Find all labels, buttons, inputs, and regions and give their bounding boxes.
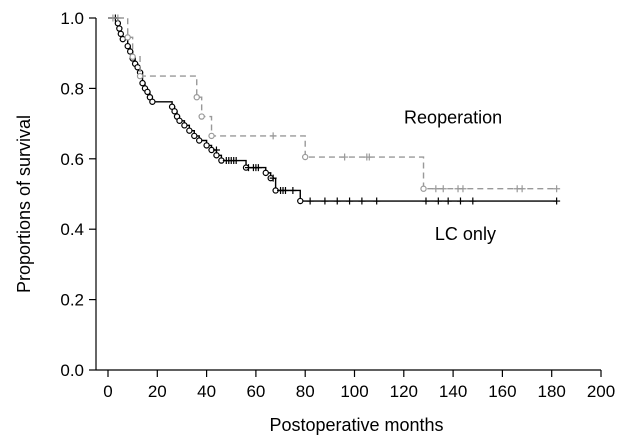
x-tick-label: 80 xyxy=(296,382,315,401)
y-tick-label: 0.4 xyxy=(60,220,84,239)
x-tick-label: 120 xyxy=(390,382,418,401)
event-marker xyxy=(262,169,269,177)
censor-mark xyxy=(439,185,447,193)
censor-mark xyxy=(365,153,373,161)
censor-mark xyxy=(553,185,561,193)
event-marker xyxy=(203,142,210,149)
censor-mark xyxy=(553,197,561,205)
censor-mark xyxy=(456,197,464,205)
x-tick-label: 60 xyxy=(246,382,265,401)
y-tick-label: 0.2 xyxy=(60,291,84,310)
censor-mark xyxy=(358,197,366,205)
x-tick-label: 100 xyxy=(340,382,368,401)
event-marker xyxy=(193,93,200,101)
censor-mark xyxy=(346,197,354,205)
censor-mark xyxy=(232,157,240,165)
censor-mark xyxy=(422,197,430,205)
censor-mark xyxy=(459,185,467,193)
event-marker xyxy=(176,117,183,124)
x-tick-label: 200 xyxy=(587,382,615,401)
y-tick-label: 1.0 xyxy=(60,9,84,28)
censor-mark xyxy=(518,185,526,193)
censor-mark xyxy=(114,14,122,22)
y-axis-ticks: 0.0 0.2 0.4 0.6 0.8 1.0 xyxy=(60,9,96,380)
axes: 0 20 40 60 80 100 120 140 160 180 200 0.0 0.2 0.4 0.6… xyxy=(60,9,615,401)
event-marker xyxy=(191,132,198,140)
event-marker xyxy=(139,79,146,87)
censor-mark xyxy=(281,186,289,194)
censor-mark xyxy=(373,197,381,205)
event-marker xyxy=(136,72,144,80)
censor-mark xyxy=(469,197,477,205)
event-marker xyxy=(208,132,215,140)
censor-mark xyxy=(333,197,341,205)
censor-mark xyxy=(212,146,220,154)
x-tick-label: 160 xyxy=(488,382,516,401)
y-tick-label: 0.0 xyxy=(60,361,84,380)
x-tick-label: 180 xyxy=(538,382,566,401)
x-tick-label: 0 xyxy=(103,382,112,401)
x-axis-ticks: 0 20 40 60 80 100 120 140 160 180 200 xyxy=(103,370,615,401)
x-axis-title: Postoperative months xyxy=(269,415,443,435)
event-marker xyxy=(116,25,123,32)
event-marker xyxy=(126,48,134,55)
y-axis-title: Proportions of survival xyxy=(14,115,34,293)
series-label-lc-only: LC only xyxy=(435,224,496,244)
x-tick-label: 20 xyxy=(148,382,167,401)
censor-mark xyxy=(444,197,452,205)
x-tick-label: 40 xyxy=(197,382,216,401)
y-tick-label: 0.8 xyxy=(60,79,84,98)
event-marker xyxy=(198,113,205,120)
series-layer xyxy=(108,14,561,205)
x-tick-label: 140 xyxy=(439,382,467,401)
y-tick-label: 0.6 xyxy=(60,150,84,169)
censor-mark xyxy=(321,197,329,205)
series-reoperation xyxy=(108,14,561,193)
event-marker xyxy=(302,153,309,161)
event-marker xyxy=(144,88,151,96)
event-marker xyxy=(171,108,178,115)
censor-mark xyxy=(434,197,442,205)
series-labels: Reoperation LC only xyxy=(404,108,502,244)
survival-curve-reoperation xyxy=(108,17,557,190)
event-marker xyxy=(117,30,125,38)
event-marker xyxy=(196,137,203,144)
censor-mark xyxy=(289,186,297,194)
event-marker xyxy=(181,122,188,129)
censor-mark xyxy=(341,153,349,161)
event-marker xyxy=(420,185,427,192)
series-label-reoperation: Reoperation xyxy=(404,108,502,128)
event-marker xyxy=(124,34,131,41)
event-marker xyxy=(124,42,131,50)
event-marker xyxy=(129,53,136,60)
censor-mark xyxy=(269,174,277,182)
censor-mark xyxy=(432,185,440,193)
censor-mark xyxy=(254,164,262,172)
event-marker xyxy=(149,98,156,105)
event-marker xyxy=(297,197,304,205)
event-marker xyxy=(186,127,193,134)
censor-mark xyxy=(269,132,277,140)
censor-mark xyxy=(306,197,314,205)
